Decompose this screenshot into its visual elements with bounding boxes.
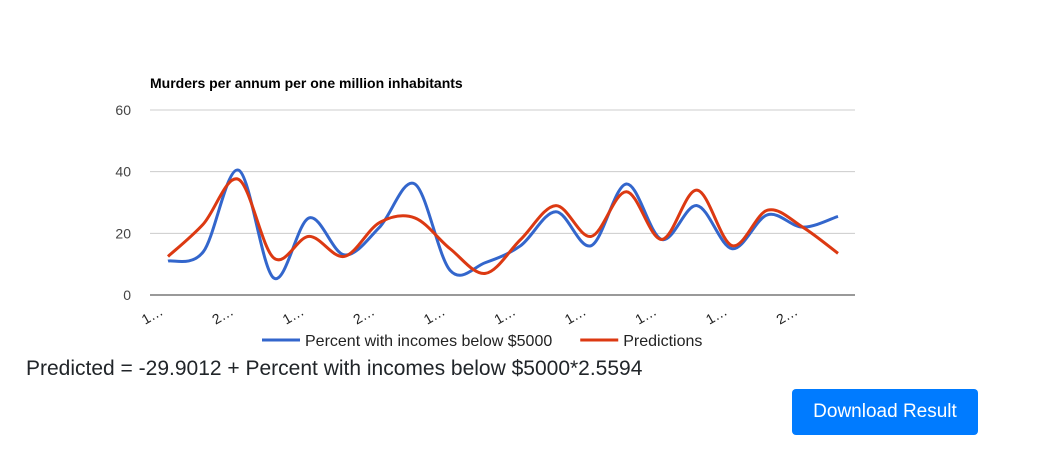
y-tick-label: 20 <box>115 225 131 241</box>
chart-title: Murders per annum per one million inhabi… <box>150 75 463 91</box>
x-tick-label: 1… <box>421 303 448 328</box>
series-line <box>167 168 839 280</box>
x-tick-label: 2… <box>209 303 236 328</box>
x-tick-label: 1… <box>632 303 659 328</box>
legend-label: Predictions <box>623 333 702 350</box>
x-tick-label: 2… <box>350 303 377 328</box>
chart: Murders per annum per one million inhabi… <box>115 75 855 350</box>
x-tick-label: 2… <box>773 303 800 328</box>
equation: Predicted = -29.9012 + Percent with inco… <box>26 357 643 380</box>
y-tick-label: 0 <box>123 287 131 303</box>
x-tick-label: 1… <box>139 303 166 328</box>
y-tick-label: 40 <box>115 164 131 180</box>
x-tick-label: 1… <box>703 303 730 328</box>
y-tick-label: 60 <box>115 102 131 118</box>
legend-label: Percent with incomes below $5000 <box>305 333 552 350</box>
x-tick-label: 1… <box>491 303 518 328</box>
x-tick-label: 1… <box>280 303 307 328</box>
series-line <box>166 177 839 275</box>
x-tick-label: 1… <box>562 303 589 328</box>
download-button[interactable]: Download Result <box>792 389 978 435</box>
